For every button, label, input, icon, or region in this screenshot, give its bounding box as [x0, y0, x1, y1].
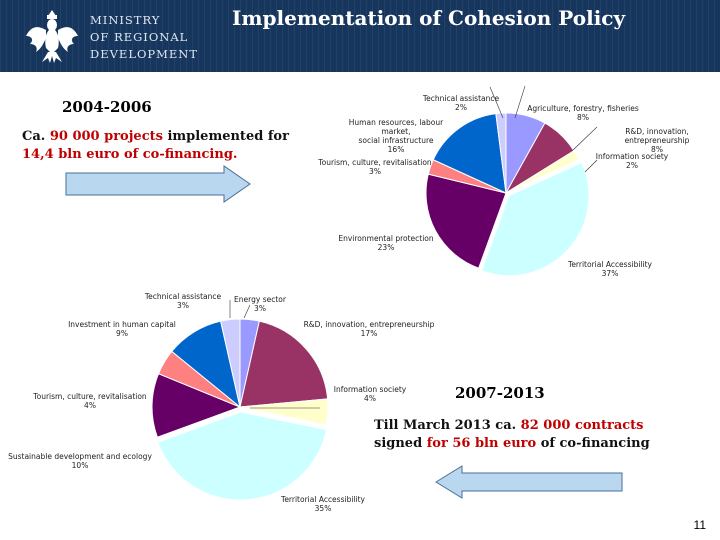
pie-slice-human-resources-labour-market-social-infrastructure: [432, 113, 507, 194]
chart1-label-tourism: Tourism, culture, revitalisation 3%: [318, 158, 432, 176]
label-text: Information society: [595, 152, 669, 161]
header-banner: MINISTRY OF REGIONAL DEVELOPMENT Impleme…: [0, 0, 720, 72]
period1-summary-line1: Ca. 90 000 projects implemented for: [22, 128, 289, 146]
period2-summary-line1: Till March 2013 ca. 82 000 contracts: [374, 417, 650, 435]
pie-chart-2004-2006: [425, 112, 590, 277]
label-value: 3%: [177, 301, 189, 310]
label-text: R&D, innovation, entrepreneurship: [624, 127, 690, 145]
ministry-line-3: DEVELOPMENT: [90, 47, 199, 61]
chart2-label-information-society: Information society 4%: [330, 385, 410, 403]
chart1-label-technical-assistance: Technical assistance 2%: [416, 94, 506, 112]
label-text: social infrastructure: [358, 136, 434, 145]
label-text: Energy sector: [234, 295, 286, 304]
text-for: for: [426, 436, 453, 451]
label-value: 16%: [387, 145, 405, 154]
label-value: 2%: [455, 103, 467, 112]
ministry-name: MINISTRY OF REGIONAL DEVELOPMENT: [90, 12, 198, 63]
text-part: implemented for: [162, 129, 289, 144]
label-text: Agriculture, forestry, fisheries: [527, 104, 639, 113]
pie-slice-territorial-accessibility: [157, 411, 328, 501]
pie-slice-information-society: [505, 150, 580, 194]
label-text: Territorial Accessibility: [568, 260, 652, 269]
period-label-2004-2006: 2004-2006: [62, 98, 152, 116]
label-value: 4%: [364, 394, 376, 403]
label-value: 10%: [71, 461, 89, 470]
label-text: Information society: [333, 385, 407, 394]
label-value: 2%: [626, 161, 638, 170]
period-label-2007-2013: 2007-2013: [455, 384, 545, 402]
chart1-label-territorial: Territorial Accessibility 37%: [558, 260, 662, 278]
chart2-label-sustainable: Sustainable development and ecology 10%: [6, 452, 154, 470]
label-value: 8%: [651, 145, 663, 154]
ministry-line-2: OF REGIONAL: [90, 30, 189, 44]
arrow-left-icon: [435, 465, 623, 499]
leader-lines-chart-2: [229, 300, 320, 409]
contracts-count: 82 000 contracts: [520, 418, 644, 433]
label-text: R&D, innovation, entrepreneurship: [303, 320, 435, 329]
label-value: 9%: [116, 329, 128, 338]
label-text: Human resources, labour market,: [348, 118, 444, 136]
period1-summary: Ca. 90 000 projects implemented for 14,4…: [22, 128, 289, 164]
label-value: 4%: [84, 401, 96, 410]
chart2-label-energy: Energy sector 3%: [230, 295, 290, 313]
label-text: Territorial Accessibility: [281, 495, 365, 504]
label-value: 8%: [577, 113, 589, 122]
arrow-right-icon: [65, 165, 251, 203]
slide-title: Implementation of Cohesion Policy: [232, 6, 626, 30]
amount: 56 bln euro: [452, 436, 537, 451]
chart2-label-rd: R&D, innovation, entrepreneurship 17%: [302, 320, 436, 338]
chart2-label-technical-assistance: Technical assistance 3%: [138, 292, 228, 310]
chart1-label-human-resources: Human resources, labour market, social in…: [334, 118, 458, 154]
pie-slice-sustainable-development-and-ecology: [151, 373, 242, 438]
chart2-label-tourism: Tourism, culture, revitalisation 4%: [30, 392, 150, 410]
pie-slice-technical-assistance: [220, 318, 241, 408]
label-text: Sustainable development and ecology: [8, 452, 152, 461]
text-part: signed: [374, 436, 427, 451]
pie-slice-environmental-protection: [425, 173, 507, 269]
label-text: Tourism, culture, revitalisation: [33, 392, 147, 401]
pie-slice-territorial-accessibility: [480, 161, 590, 277]
label-value: 17%: [360, 329, 378, 338]
label-text: Tourism, culture, revitalisation: [318, 158, 432, 167]
period1-summary-line2: 14,4 bln euro of co-financing.: [22, 147, 238, 162]
chart1-label-environmental: Environmental protection 23%: [336, 234, 436, 252]
projects-count: 90 000 projects: [49, 129, 163, 144]
ministry-line-1: MINISTRY: [90, 13, 161, 27]
eagle-emblem-icon: [26, 10, 78, 63]
leader-lines-chart-1: [489, 85, 598, 173]
label-text: Environmental protection: [338, 234, 434, 243]
label-text: Technical assistance: [144, 292, 222, 301]
label-value: 35%: [314, 504, 332, 513]
pie-slice-information-society: [239, 398, 329, 426]
period2-summary: Till March 2013 ca. 82 000 contracts sig…: [374, 417, 650, 453]
chart1-label-agriculture: Agriculture, forestry, fisheries 8%: [524, 104, 642, 122]
label-text: Investment in human capital: [68, 320, 176, 329]
label-text: Technical assistance: [422, 94, 500, 103]
page-number: 11: [693, 518, 706, 532]
period2-summary-line2: signed for 56 bln euro of co-financing: [374, 435, 650, 453]
chart1-label-information-society: Information society 2%: [592, 152, 672, 170]
chart2-label-territorial: Territorial Accessibility 35%: [268, 495, 378, 513]
text-part: of co-financing: [536, 436, 650, 451]
label-value: 3%: [254, 304, 266, 313]
text-part: Ca.: [22, 129, 50, 144]
label-value: 3%: [369, 167, 381, 176]
label-value: 37%: [601, 269, 619, 278]
label-value: 23%: [377, 243, 395, 252]
pie-chart-2007-2013: [151, 318, 329, 501]
chart2-label-human-capital: Investment in human capital 9%: [64, 320, 180, 338]
text-part: Till March 2013 ca.: [374, 418, 521, 433]
chart1-label-rd: R&D, innovation, entrepreneurship 8%: [597, 127, 717, 154]
pie-slice-r-d-innovation-entrepreneurship: [239, 320, 329, 408]
